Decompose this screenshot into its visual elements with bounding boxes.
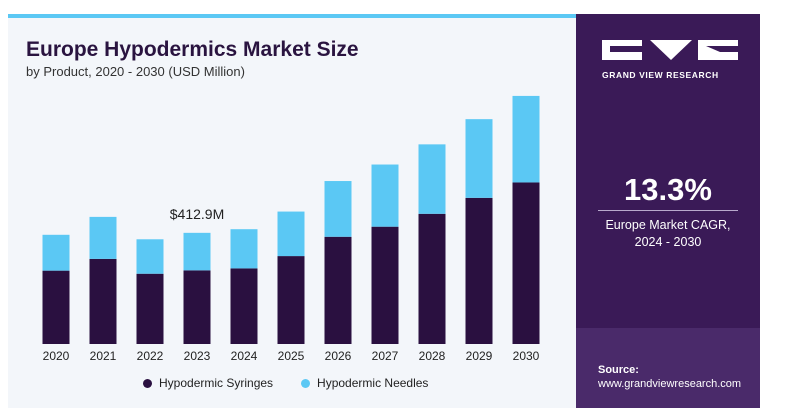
bar-syringes-2020 — [42, 270, 70, 344]
chart-title: Europe Hypodermics Market Size — [26, 38, 359, 61]
source-url: www.grandviewresearch.com — [598, 378, 742, 390]
legend-label-needles: Hypodermic Needles — [317, 376, 429, 390]
legend-item-syringes: Hypodermic Syringes — [143, 376, 273, 390]
bar-needles-2024 — [230, 229, 258, 269]
grand-view-research-logo — [602, 40, 738, 60]
x-tick-label-2028: 2028 — [419, 349, 446, 363]
x-tick-label-2023: 2023 — [184, 349, 211, 363]
top-accent-line — [8, 14, 578, 18]
bar-syringes-2021 — [89, 258, 117, 344]
bar-syringes-2029 — [465, 197, 493, 344]
legend-swatch-needles — [301, 378, 311, 388]
x-tick-label-2022: 2022 — [137, 349, 164, 363]
cagr-divider — [598, 210, 738, 211]
annotation-2023: $412.9M — [170, 206, 224, 222]
x-tick-label-2029: 2029 — [466, 349, 493, 363]
chart-card: Europe Hypodermics Market Size by Produc… — [8, 14, 760, 408]
bar-needles-2026 — [324, 181, 352, 237]
bar-syringes-2030 — [512, 182, 540, 344]
x-tick-label-2020: 2020 — [43, 349, 70, 363]
x-tick-label-2021: 2021 — [90, 349, 117, 363]
bar-syringes-2023 — [183, 270, 211, 344]
legend-swatch-syringes — [143, 378, 152, 388]
chart-subtitle: by Product, 2020 - 2030 (USD Million) — [26, 64, 245, 79]
cagr-value: 13.3% — [624, 172, 712, 207]
source-label: Source: — [598, 364, 639, 376]
bar-needles-2028 — [418, 144, 446, 214]
bar-needles-2027 — [371, 164, 399, 227]
x-tick-label-2030: 2030 — [513, 349, 540, 363]
x-tick-label-2026: 2026 — [325, 349, 352, 363]
bar-needles-2020 — [42, 234, 70, 271]
bar-needles-2023 — [183, 232, 211, 271]
bar-syringes-2026 — [324, 236, 352, 344]
bar-needles-2025 — [277, 211, 305, 257]
cagr-label: Europe Market CAGR, 2024 - 2030 — [576, 217, 760, 251]
bar-needles-2022 — [136, 239, 164, 274]
bar-syringes-2024 — [230, 268, 258, 344]
cagr-label-line2: 2024 - 2030 — [634, 235, 702, 249]
sidebar-panel: GRAND VIEW RESEARCH 13.3% Europe Market … — [576, 14, 760, 408]
bar-syringes-2028 — [418, 213, 446, 344]
source-panel — [576, 328, 760, 408]
legend-item-needles: Hypodermic Needles — [301, 376, 428, 390]
x-tick-label-2027: 2027 — [372, 349, 399, 363]
bar-needles-2030 — [512, 95, 540, 183]
bar-needles-2021 — [89, 216, 117, 259]
brand-name: GRAND VIEW RESEARCH — [602, 70, 719, 80]
bar-needles-2029 — [465, 119, 493, 198]
legend-label-syringes: Hypodermic Syringes — [159, 376, 274, 390]
x-tick-label-2025: 2025 — [278, 349, 305, 363]
bar-syringes-2025 — [277, 256, 305, 344]
bar-chart: 2020 2021 2022 2023 2024 2025 2026 2027 2028 2029… — [42, 95, 540, 363]
cagr-label-line1: Europe Market CAGR, — [605, 218, 731, 232]
bar-syringes-2022 — [136, 273, 164, 344]
bar-syringes-2027 — [371, 226, 399, 344]
chart-legend: Hypodermic Syringes Hypodermic Needles — [143, 376, 428, 390]
x-tick-label-2024: 2024 — [231, 349, 258, 363]
